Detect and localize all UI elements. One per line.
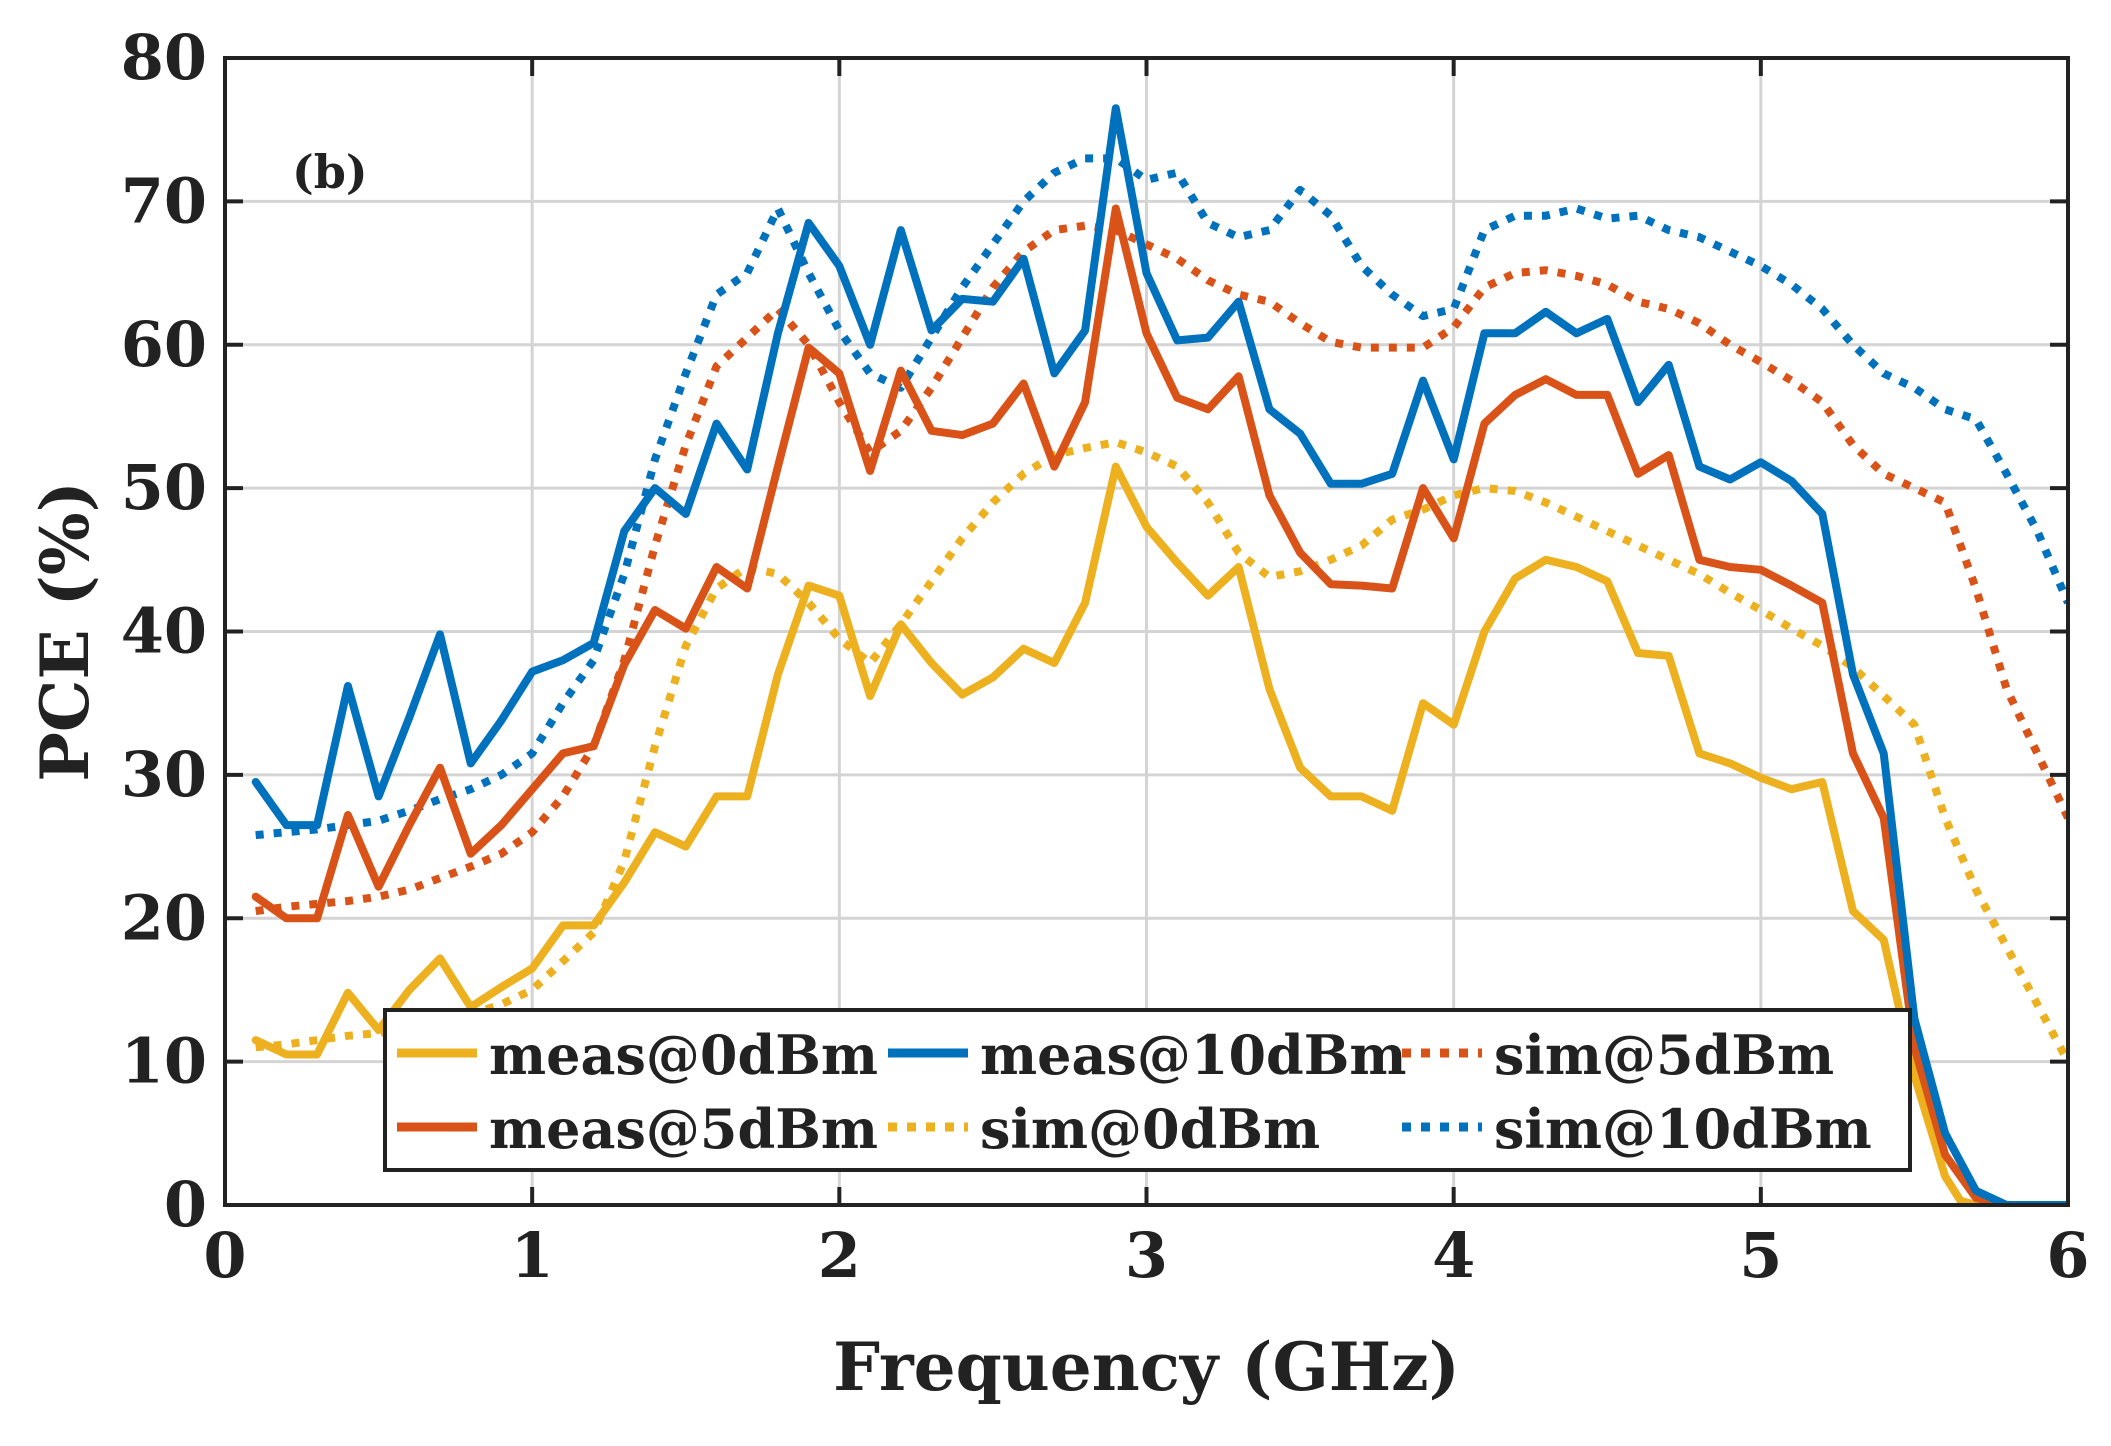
legend-label: sim@0dBm (980, 1097, 1320, 1161)
y-tick-label: 20 (121, 881, 207, 954)
x-tick-label: 3 (1125, 1219, 1168, 1292)
y-tick-label: 40 (121, 595, 207, 668)
legend-label: meas@10dBm (980, 1023, 1407, 1087)
legend-label: sim@5dBm (1494, 1023, 1834, 1087)
x-axis-label: Frequency (GHz) (833, 1328, 1460, 1406)
y-tick-label: 60 (121, 308, 207, 381)
x-tick-label: 4 (1432, 1219, 1475, 1292)
series-line-sim-5dbm (255, 221, 2068, 916)
x-tick-label: 6 (2046, 1219, 2089, 1292)
panel-label: (b) (292, 145, 368, 199)
y-tick-label: 50 (121, 451, 207, 524)
y-axis-label: PCE (%) (26, 481, 104, 782)
y-tick-label: 80 (121, 21, 207, 94)
legend: meas@0dBm meas@10dBm sim@5dBm meas@5dBm sim@… (383, 1008, 1912, 1172)
x-tick-label: 1 (511, 1219, 554, 1292)
x-tick-label: 0 (203, 1219, 246, 1292)
series-line-meas-5dbm (251, 204, 2068, 1205)
legend-label: meas@0dBm (489, 1023, 878, 1087)
y-tick-label: 10 (121, 1025, 207, 1098)
legend-label: meas@5dBm (489, 1097, 878, 1161)
legend-label: sim@10dBm (1494, 1097, 1872, 1161)
x-tick-label: 2 (818, 1219, 861, 1292)
y-tick-label: 0 (164, 1168, 207, 1241)
y-tick-label: 70 (121, 164, 207, 237)
x-tick-label: 5 (1739, 1219, 1782, 1292)
series-line-meas-0dbm (251, 462, 2068, 1205)
series-line-meas-10dbm (251, 104, 2068, 1205)
legend-box (383, 1008, 1912, 1172)
series-line-sim-10dbm (255, 154, 2068, 840)
y-tick-label: 30 (121, 738, 207, 811)
series-lines (251, 104, 2068, 1205)
